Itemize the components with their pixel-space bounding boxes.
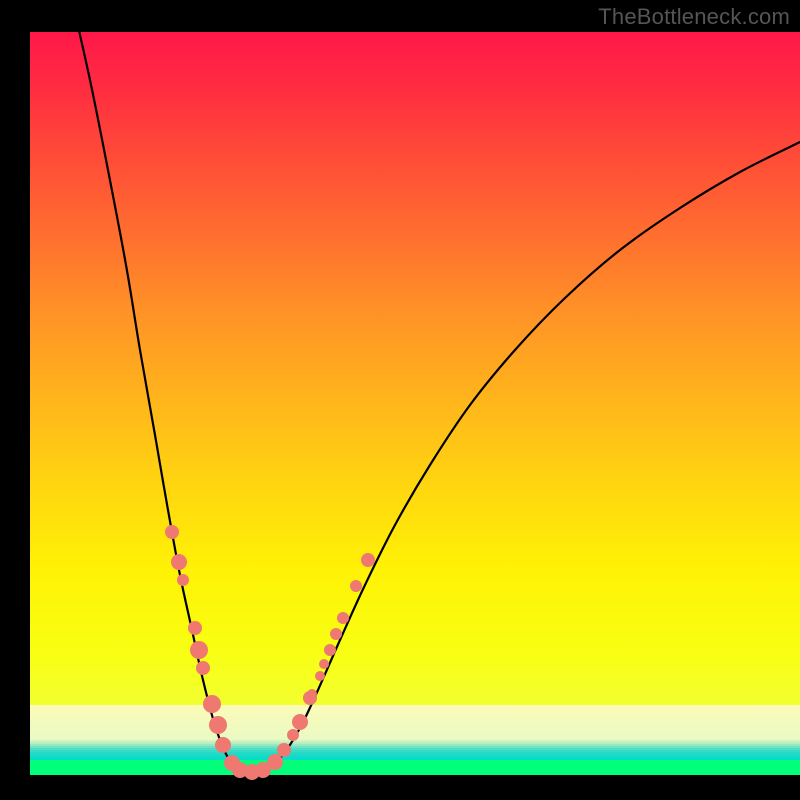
data-marker xyxy=(171,554,187,570)
data-marker xyxy=(209,716,227,734)
data-marker xyxy=(188,621,202,635)
data-marker xyxy=(190,641,208,659)
data-marker xyxy=(277,743,291,757)
watermark-text: TheBottleneck.com xyxy=(598,4,790,30)
data-marker xyxy=(165,525,179,539)
data-marker xyxy=(267,754,283,770)
marker-group xyxy=(165,525,375,780)
v-curve-line xyxy=(72,0,800,773)
data-marker xyxy=(215,737,231,753)
data-marker xyxy=(330,628,342,640)
data-marker xyxy=(292,714,308,730)
data-marker xyxy=(307,689,317,699)
data-marker xyxy=(196,661,210,675)
data-marker xyxy=(337,612,349,624)
data-marker xyxy=(361,553,375,567)
data-marker xyxy=(350,580,362,592)
data-marker xyxy=(319,659,329,669)
v-curve-plot xyxy=(0,0,800,800)
data-marker xyxy=(315,671,325,681)
data-marker xyxy=(324,644,336,656)
data-marker xyxy=(177,574,189,586)
chart-stage: TheBottleneck.com xyxy=(0,0,800,800)
data-marker xyxy=(203,695,221,713)
data-marker xyxy=(287,729,299,741)
